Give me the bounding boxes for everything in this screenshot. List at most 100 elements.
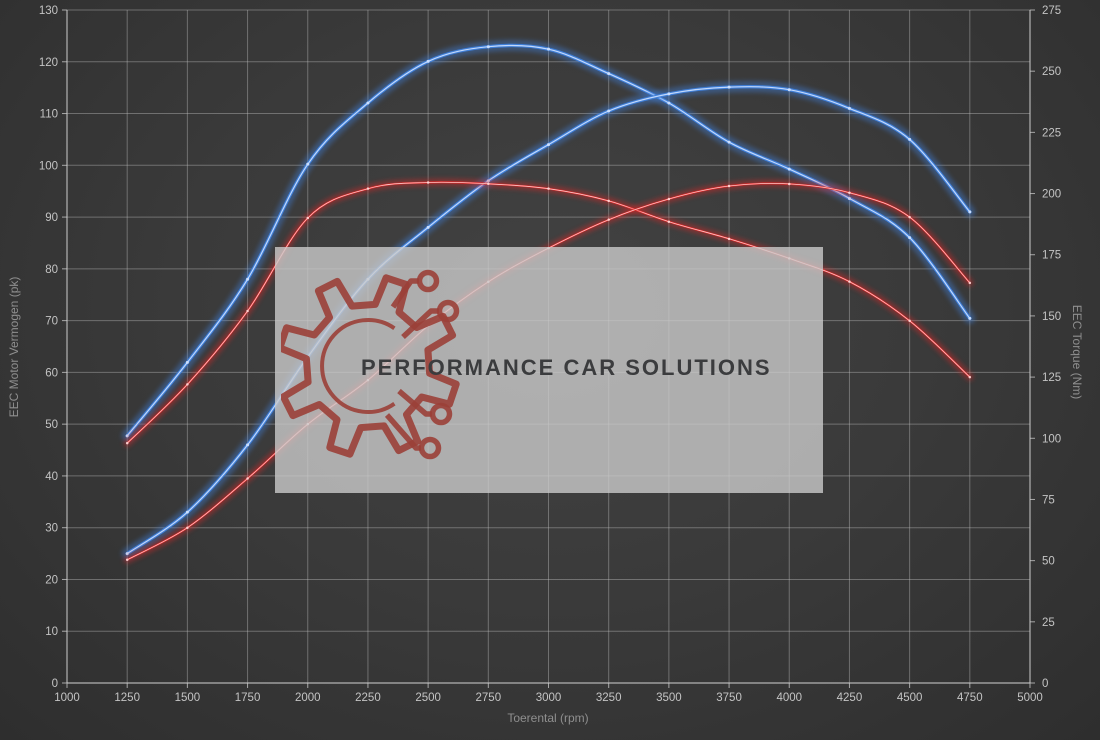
x-tick-label: 4000 <box>776 692 802 704</box>
curve-marker-vermogen-tuned <box>426 225 430 229</box>
x-tick-label: 1500 <box>175 692 201 704</box>
curve-marker-vermogen-origineel <box>607 218 610 221</box>
y-right-axis-title: EEC Torque (Nm) <box>1070 304 1084 400</box>
x-tick-label: 1750 <box>235 692 261 704</box>
gear-inner-arc <box>320 318 396 414</box>
curve-marker-torque-origineel <box>186 383 189 386</box>
curve-marker-vermogen-origineel <box>848 191 851 194</box>
y-left-tick-label: 10 <box>45 626 58 638</box>
y-left-tick-label: 100 <box>39 160 58 172</box>
y-right-tick-label: 50 <box>1042 556 1055 568</box>
y-left-tick-label: 130 <box>39 5 58 17</box>
circuit-trace-3 <box>397 388 432 417</box>
circuit-node-4 <box>418 436 442 460</box>
curve-core-torque-origineel <box>126 181 971 444</box>
watermark-box: PERFORMANCE CAR SOLUTIONS <box>275 247 823 493</box>
curve-marker-torque-tuned <box>607 72 611 76</box>
y-left-tick-label: 40 <box>45 471 58 483</box>
x-tick-label: 4250 <box>837 692 863 704</box>
circuit-node-2 <box>436 299 460 323</box>
x-tick-label: 1250 <box>114 692 140 704</box>
curve-marker-torque-origineel <box>968 375 972 379</box>
x-tick-label: 4500 <box>897 692 923 704</box>
x-tick-label: 3250 <box>596 692 622 704</box>
x-axis-title: Toerental (rpm) <box>507 711 589 725</box>
curve-marker-vermogen-origineel <box>968 281 972 285</box>
x-tick-label: 5000 <box>1017 692 1043 704</box>
y-left-tick-label: 80 <box>45 264 58 276</box>
curve-marker-torque-tuned <box>486 45 490 49</box>
y-right-tick-label: 275 <box>1042 5 1061 17</box>
curve-marker-vermogen-tuned <box>125 552 129 556</box>
curve-marker-torque-tuned <box>968 316 972 320</box>
x-tick-label: 1000 <box>54 692 80 704</box>
curve-core-vermogen-tuned <box>126 86 971 555</box>
curve-marker-torque-origineel <box>306 216 309 220</box>
x-tick-label: 2750 <box>476 692 502 704</box>
curve-marker-torque-tuned <box>908 236 912 240</box>
y-left-tick-label: 30 <box>45 523 58 535</box>
curve-marker-vermogen-origineel <box>727 184 731 188</box>
curve-marker-torque-tuned <box>667 101 671 105</box>
y-left-tick-label: 0 <box>52 678 58 690</box>
circuit-node-1 <box>416 269 440 293</box>
circuit-trace-2 <box>401 308 439 340</box>
y-right-tick-label: 250 <box>1042 66 1061 78</box>
y-right-tick-label: 100 <box>1042 433 1061 445</box>
curve-marker-vermogen-tuned <box>185 510 189 514</box>
curve-marker-torque-tuned <box>125 434 129 438</box>
x-tick-label: 2000 <box>295 692 321 704</box>
curve-marker-torque-origineel <box>908 319 911 323</box>
y-right-tick-label: 150 <box>1042 311 1061 323</box>
curve-marker-vermogen-tuned <box>787 88 791 92</box>
gear-circuit-icon <box>281 269 460 460</box>
curve-marker-vermogen-origineel <box>125 558 129 562</box>
x-tick-label: 3000 <box>536 692 562 704</box>
curve-marker-vermogen-origineel <box>667 197 671 201</box>
x-tick-label: 3500 <box>656 692 682 704</box>
curve-marker-torque-origineel <box>246 309 249 313</box>
y-right-tick-label: 200 <box>1042 189 1061 201</box>
curve-marker-vermogen-origineel <box>246 477 249 480</box>
curve-marker-torque-tuned <box>366 101 370 105</box>
y-left-tick-label: 120 <box>39 57 58 69</box>
y-left-axis-title: EEC Motor Vermogen (pk) <box>7 276 21 418</box>
y-right-tick-label: 75 <box>1042 494 1055 506</box>
curve-marker-torque-origineel <box>487 182 490 186</box>
curve-marker-vermogen-tuned <box>667 92 671 96</box>
y-left-tick-label: 90 <box>45 212 58 224</box>
curve-marker-vermogen-tuned <box>727 85 731 89</box>
curve-marker-torque-tuned <box>727 140 731 144</box>
curve-marker-vermogen-tuned <box>246 443 250 447</box>
curve-marker-vermogen-tuned <box>607 109 611 113</box>
y-right-tick-label: 225 <box>1042 127 1061 139</box>
x-tick-label: 4750 <box>957 692 983 704</box>
curve-marker-torque-origineel <box>547 187 550 190</box>
y-right-tick-label: 25 <box>1042 617 1055 629</box>
curve-marker-vermogen-tuned <box>908 137 912 141</box>
y-left-tick-label: 50 <box>45 419 58 431</box>
y-left-tick-label: 70 <box>45 316 58 328</box>
x-tick-label: 2500 <box>415 692 441 704</box>
y-right-tick-label: 0 <box>1042 678 1048 690</box>
x-tick-label: 3750 <box>716 692 742 704</box>
curve-marker-torque-tuned <box>547 47 550 51</box>
x-tick-label: 2250 <box>355 692 381 704</box>
y-left-tick-label: 20 <box>45 574 58 586</box>
curve-marker-torque-tuned <box>787 167 791 171</box>
circuit-node-3 <box>429 402 453 426</box>
curve-marker-torque-tuned <box>185 360 189 364</box>
watermark-text: PERFORMANCE CAR SOLUTIONS <box>361 355 772 380</box>
curve-marker-vermogen-tuned <box>968 210 972 214</box>
curve-marker-torque-tuned <box>847 196 851 200</box>
curve-marker-torque-origineel <box>848 280 851 283</box>
y-left-tick-label: 60 <box>45 367 58 379</box>
curve-marker-torque-tuned <box>306 162 310 166</box>
curve-marker-torque-origineel <box>366 187 370 190</box>
curve-marker-torque-tuned <box>246 277 250 281</box>
y-right-tick-label: 175 <box>1042 250 1061 262</box>
curve-marker-torque-origineel <box>125 441 129 445</box>
curve-marker-torque-origineel <box>667 220 671 223</box>
circuit-trace-1 <box>390 278 419 309</box>
